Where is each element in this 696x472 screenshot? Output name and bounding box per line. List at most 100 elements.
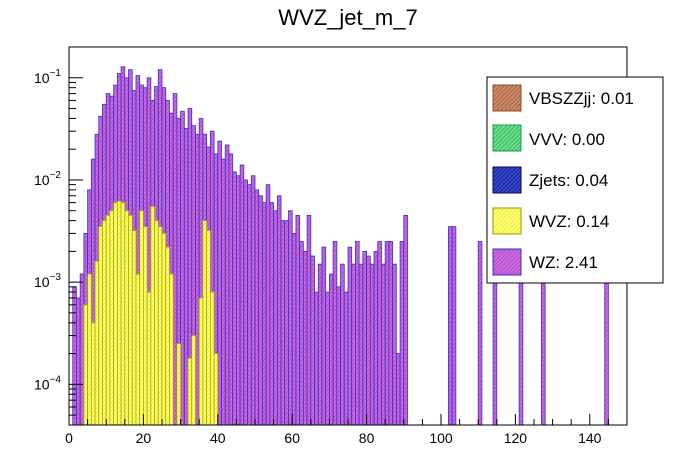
bar-wz-58 xyxy=(288,210,293,425)
bar-wz-71 xyxy=(336,286,341,425)
bar-wz-56 xyxy=(280,220,286,425)
bar-wz-96 xyxy=(604,263,609,425)
series-wvz xyxy=(83,200,219,425)
bar-wz-2 xyxy=(79,273,85,425)
bar-wz-27 xyxy=(172,93,178,425)
bar-wz-55 xyxy=(276,195,282,425)
bar-wz-57 xyxy=(284,220,289,425)
bar-wvz-7 xyxy=(109,210,115,425)
bar-wz-72 xyxy=(340,263,345,425)
bar-wvz-30 xyxy=(209,291,215,425)
bar-wz-90 xyxy=(448,226,453,425)
bar-wz-62 xyxy=(302,250,308,425)
bar-wz-85 xyxy=(388,241,394,425)
bar-wvz-20 xyxy=(157,226,163,425)
bar-wz-88 xyxy=(399,241,405,425)
legend-label-zjets: Zjets: 0.04 xyxy=(529,171,608,190)
legend: VBSZZjj: 0.01 VVV: 0.00 Zjets: 0.04 WVZ:… xyxy=(486,76,664,284)
bar-wz-42 xyxy=(228,153,234,425)
legend-label-vbszzjj: VBSZZjj: 0.01 xyxy=(529,89,634,108)
bar-wz-51 xyxy=(262,202,267,425)
legend-entry-vvv: VVV: 0.00 xyxy=(492,124,605,152)
bar-wz-30 xyxy=(183,127,189,425)
bar-wz-77 xyxy=(358,263,364,425)
legend-swatch-vvv xyxy=(492,124,522,152)
bar-wvz-4 xyxy=(98,226,103,425)
x-tick-label: 140 xyxy=(578,430,602,446)
bar-wz-65 xyxy=(314,291,319,425)
chart-title: WVZ_jet_m_7 xyxy=(278,5,417,30)
bar-wvz-15 xyxy=(139,210,144,425)
bar-wz-61 xyxy=(299,241,304,425)
legend-label-wz: WZ: 2.41 xyxy=(529,253,598,272)
bar-wz-80 xyxy=(369,263,375,425)
bar-wvz-14 xyxy=(135,273,141,425)
bar-wz-78 xyxy=(362,250,368,425)
legend-swatch-zjets xyxy=(492,166,522,194)
bar-wz-45 xyxy=(239,164,245,425)
bar-wz-84 xyxy=(384,241,390,425)
legend-entry-zjets: Zjets: 0.04 xyxy=(492,166,608,194)
legend-swatch-vbszzjj xyxy=(492,84,522,112)
bar-wz-81 xyxy=(373,250,379,425)
bar-wz-76 xyxy=(355,241,360,425)
bar-wvz-17 xyxy=(146,291,152,425)
bar-wvz-31 xyxy=(213,353,219,425)
bar-wz-40 xyxy=(221,158,226,425)
bar-wvz-5 xyxy=(102,220,107,425)
legend-entry-wvz: WVZ: 0.14 xyxy=(492,207,609,235)
bar-wvz-9 xyxy=(116,200,122,425)
bar-wz-91 xyxy=(451,226,457,425)
bar-wvz-27 xyxy=(198,297,204,425)
bar-wz-43 xyxy=(232,171,237,425)
y-tick-label: 10−4 xyxy=(34,374,61,392)
bar-wvz-13 xyxy=(131,230,137,425)
y-tick-label: 10−2 xyxy=(34,170,61,188)
bar-wz-73 xyxy=(343,291,349,425)
bar-wz-67 xyxy=(321,246,327,425)
x-tick-label: 40 xyxy=(210,430,226,446)
x-tick-label: 120 xyxy=(504,430,528,446)
bar-wz-39 xyxy=(217,140,222,425)
bar-wz-59 xyxy=(291,232,297,425)
x-tick-label: 60 xyxy=(284,430,300,446)
bar-wz-83 xyxy=(381,263,386,425)
x-axis: 0 20 40 60 80 100 120 140 xyxy=(65,414,628,446)
legend-swatch-wvz xyxy=(492,207,522,235)
bar-wz-64 xyxy=(310,255,315,425)
bar-wvz-1 xyxy=(87,273,92,425)
bar-wvz-24 xyxy=(176,343,182,425)
legend-entry-vbszzjj: VBSZZjj: 0.01 xyxy=(492,84,634,112)
bar-wz-87 xyxy=(395,353,401,425)
bar-wvz-18 xyxy=(150,206,155,425)
bar-wz-29 xyxy=(180,110,185,425)
y-axis: 10−1 10−2 10−3 10−4 xyxy=(34,46,83,426)
legend-entry-wz: WZ: 2.41 xyxy=(492,248,598,276)
bar-wvz-29 xyxy=(206,230,211,425)
bar-wvz-8 xyxy=(113,202,118,425)
bar-wz-92 xyxy=(477,241,483,425)
bar-wz-82 xyxy=(377,241,382,425)
bar-wz-53 xyxy=(269,202,275,425)
bar-wz-44 xyxy=(235,175,241,425)
bar-wz-49 xyxy=(254,189,260,425)
y-tick-label: 10−1 xyxy=(34,68,61,86)
bar-wvz-26 xyxy=(191,335,196,425)
bar-wvz-25 xyxy=(187,357,193,425)
bar-wvz-0 xyxy=(83,304,88,425)
bar-wvz-2 xyxy=(90,322,96,425)
bar-wz-41 xyxy=(224,144,230,425)
legend-swatch-wz xyxy=(492,248,522,276)
bar-wz-86 xyxy=(392,263,397,425)
bar-wz-89 xyxy=(403,214,408,425)
bar-wvz-12 xyxy=(128,214,133,425)
bar-wvz-21 xyxy=(161,232,167,425)
bar-wvz-6 xyxy=(105,214,111,425)
bar-wz-74 xyxy=(347,246,353,425)
bar-wvz-3 xyxy=(94,260,100,425)
bar-wvz-23 xyxy=(169,273,174,425)
bar-wz-79 xyxy=(366,255,371,425)
bar-wvz-22 xyxy=(165,246,170,425)
legend-label-wvz: WVZ: 0.14 xyxy=(529,212,609,231)
